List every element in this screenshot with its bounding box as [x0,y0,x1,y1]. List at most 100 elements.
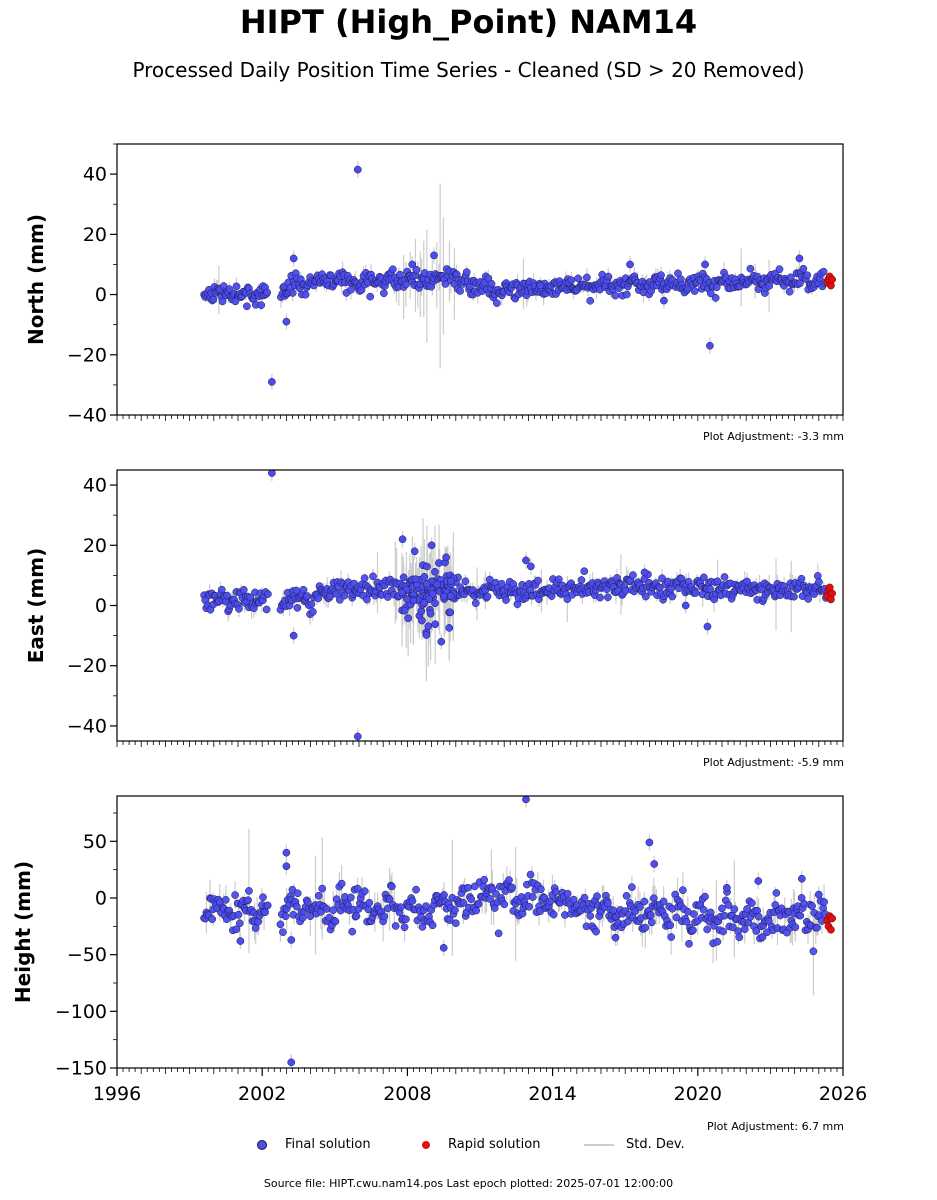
final-point [628,883,636,891]
final-point [785,287,794,296]
final-outlier-point [814,890,823,899]
final-point [551,888,560,896]
x-ticks [116,415,844,421]
final-point [318,884,327,893]
final-point [666,921,675,930]
final-point [799,264,808,273]
x-ticks [116,741,844,747]
final-point [485,575,494,584]
final-point [329,906,338,914]
final-point [593,892,601,901]
final-point [400,923,409,932]
final-outlier-point [410,547,419,556]
final-outlier-point [398,535,407,544]
final-point [690,910,698,918]
final-outlier-point [754,877,763,885]
final-point [299,585,308,594]
final-point [526,870,535,879]
x-tick-label: 1996 [93,1083,141,1105]
final-point [471,599,480,608]
final-point [586,912,595,920]
final-point [486,895,494,903]
final-point [335,595,344,604]
legend-final-label: Final solution [285,1137,371,1152]
y-tick-label: −20 [67,655,107,677]
final-point [754,912,763,921]
final-point [218,297,227,306]
final-point [691,589,700,597]
final-outlier-point [706,341,714,350]
final-outlier-point [282,317,291,326]
final-point [208,915,217,924]
final-point [604,593,612,602]
final-point [259,893,267,902]
height-panel: 50 0 −50 −100 −150 Height (mm) 1996 2002 2008 201… [11,795,867,1105]
final-point [309,608,317,616]
final-point [808,902,816,910]
final-point [243,302,251,311]
x-tick-label: 2020 [674,1083,722,1105]
y-tick-label: −40 [67,715,107,737]
final-point [508,883,516,892]
final-point [667,933,676,941]
final-point [713,577,722,586]
final-point [658,574,666,583]
final-point [314,594,323,603]
final-point [796,911,805,920]
final-outlier-point [660,296,668,305]
final-point [772,889,781,897]
final-point [232,925,241,934]
final-point [409,596,418,605]
final-point [257,301,266,310]
final-point [398,588,406,597]
north-plot-adjustment: Plot Adjustment: -3.3 mm [703,430,844,443]
final-point [385,895,394,904]
final-point [647,918,656,927]
final-outlier-point [353,732,362,741]
final-point [411,575,420,584]
final-point [657,271,665,279]
final-point [685,939,693,948]
legend-rapid-label: Rapid solution [448,1137,541,1152]
final-point [417,607,426,615]
final-outlier-point [626,260,634,269]
final-point [431,620,440,629]
final-point [646,911,655,920]
final-point [424,622,433,631]
final-points [200,796,830,1067]
final-point [483,592,492,601]
final-point [718,904,726,913]
final-outlier-point [795,254,804,263]
final-point [743,905,751,913]
final-point [713,937,722,946]
final-point [412,266,421,274]
final-point [809,947,818,956]
final-point [505,876,513,884]
final-outlier-point [526,562,535,571]
final-point [264,590,272,598]
final-point [592,927,600,936]
final-point [815,578,823,586]
final-outlier-point [611,933,620,942]
final-outlier-point [236,937,245,945]
y-tick-label: 40 [83,475,107,497]
final-point [502,596,510,604]
final-point [724,901,733,909]
y-tick-label: 0 [95,284,107,306]
final-outlier-point [289,631,298,640]
final-point [467,895,476,904]
final-point [352,912,361,920]
final-point [426,609,435,618]
final-point [450,906,459,914]
final-point [604,272,613,281]
final-point [701,892,709,901]
final-point [611,291,620,300]
final-outlier-point [268,378,276,386]
final-point [622,892,631,900]
final-point [423,580,431,588]
final-outlier-point [282,862,291,871]
final-point [720,573,729,581]
x-tick-labels: 1996 2002 2008 2014 2020 2026 [93,1083,867,1105]
final-outlier-point [427,541,436,550]
final-point [209,295,218,304]
